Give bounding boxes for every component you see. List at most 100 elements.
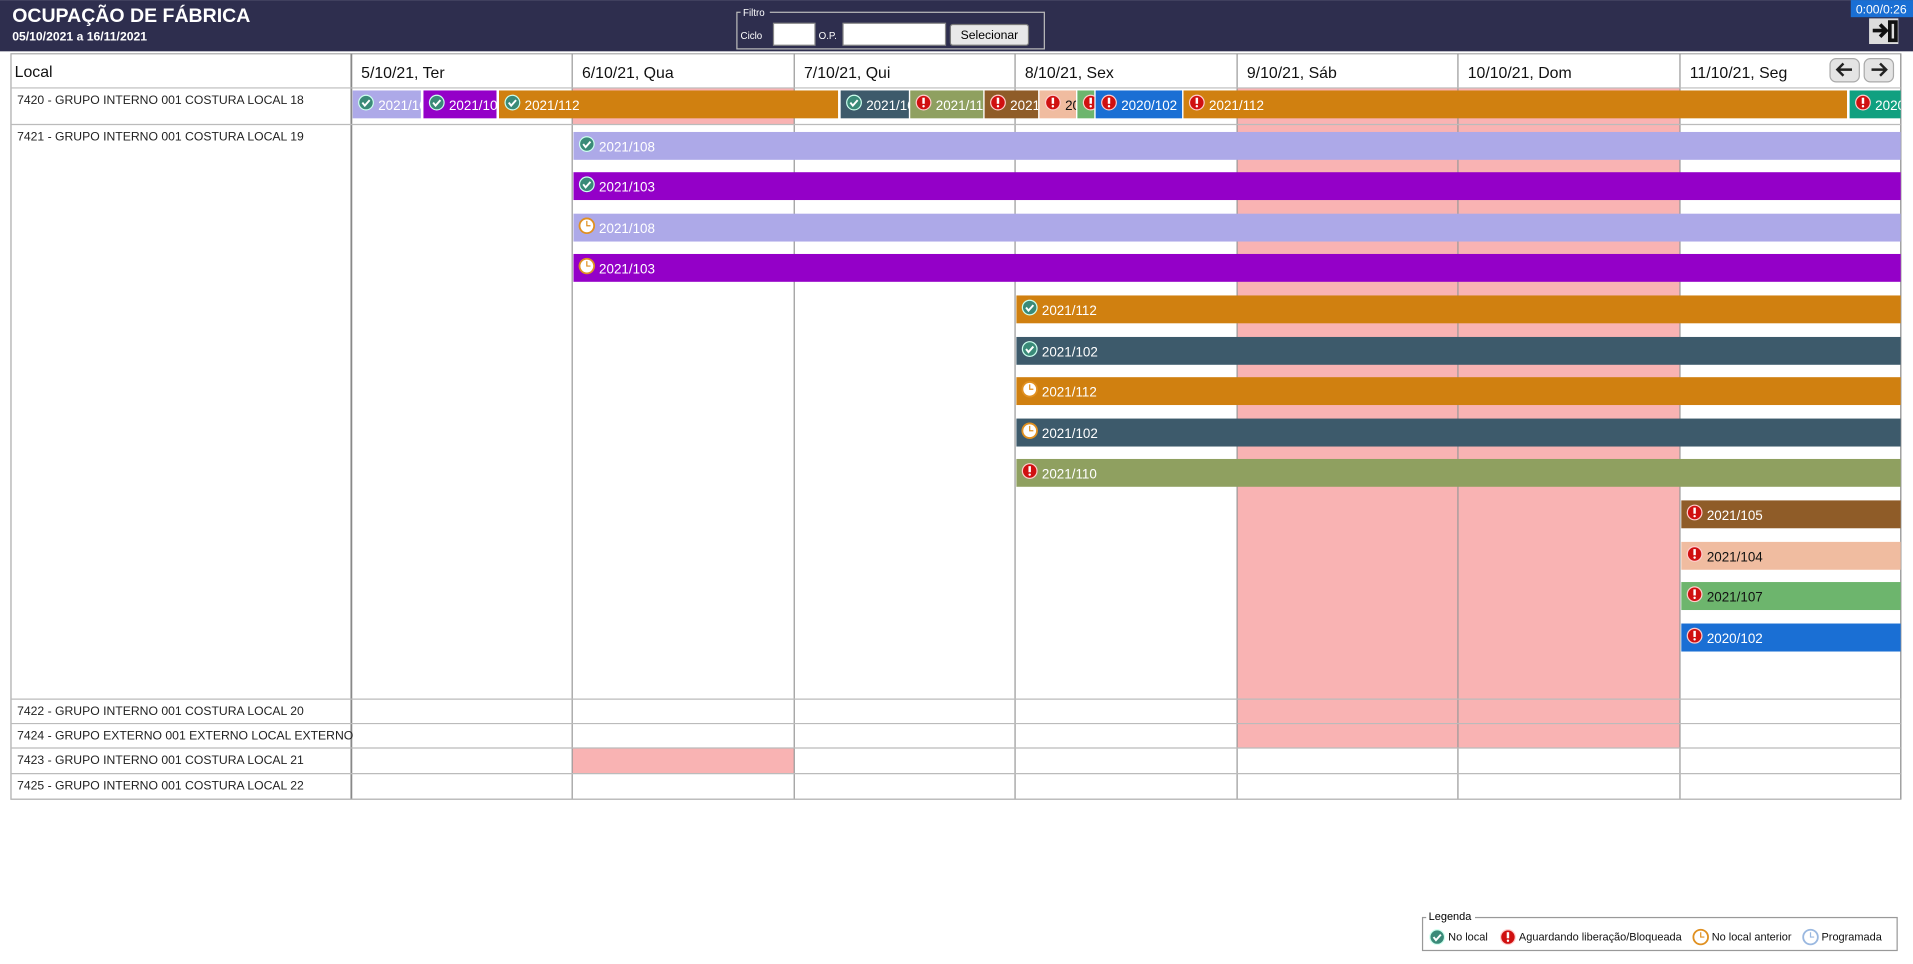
bar: 2021/108 <box>352 90 434 119</box>
bar: 2021/104 <box>1039 90 1077 119</box>
icon-alert-dot <box>922 105 925 108</box>
column-header: Local <box>15 64 53 81</box>
bar: 2020/102 <box>1095 90 1183 119</box>
blocked-shade <box>572 747 795 774</box>
icon-alert-bar <box>1861 97 1865 104</box>
icon-check <box>846 94 862 111</box>
bar-label: 2021/103 <box>599 180 655 195</box>
bar-rect <box>573 213 1901 242</box>
legend-title-bg <box>1426 910 1476 923</box>
bar: 2021/103 <box>573 253 1901 282</box>
bar: 2021/102 <box>1016 418 1901 447</box>
day-header: 6/10/21, Qua <box>582 65 674 82</box>
icon-alert-dot <box>996 105 1000 108</box>
cycle-input[interactable] <box>772 22 816 46</box>
row-label: 7422 - GRUPO INTERNO 001 COSTURA LOCAL 2… <box>17 704 304 718</box>
icon-check-mark <box>1025 345 1035 354</box>
bar-rect <box>1681 582 1901 611</box>
icon-alert-bar <box>1107 97 1111 104</box>
legend-label: Aguardando liberação/Bloqueada <box>1519 932 1683 944</box>
icon-check-mark <box>582 140 592 149</box>
timer-bg <box>1850 0 1913 18</box>
title: OCUPAÇÃO DE FÁBRICA <box>12 4 250 27</box>
bar-label: 2021/112 <box>525 98 580 113</box>
timer: 0:00/0:26 <box>1856 3 1907 17</box>
icon-check <box>1429 929 1446 945</box>
icon-alert-dot <box>1051 105 1055 108</box>
bar-rect <box>1016 458 1901 487</box>
bar: 2021/105 <box>1681 500 1901 529</box>
bar-label: 2020/102 <box>1121 98 1177 113</box>
bar-rect <box>1681 541 1901 570</box>
bar: 2021/112 <box>1016 377 1901 406</box>
select-button-label[interactable]: Selecionar <box>961 28 1019 42</box>
row-label: 7421 - GRUPO INTERNO 001 COSTURA LOCAL 1… <box>17 129 304 143</box>
icon-alert-bar <box>1693 507 1696 514</box>
bar: 2021/112 <box>498 90 839 119</box>
bar: 2021/107 <box>1681 582 1901 611</box>
icon-check <box>504 94 521 111</box>
icon-check-mark <box>1025 304 1035 313</box>
bar-rect <box>1016 295 1901 324</box>
legend-label: No local anterior <box>1712 932 1792 944</box>
icon-alert-dot <box>1506 939 1510 942</box>
icon-alert-dot <box>1693 638 1696 641</box>
bar-rect <box>1016 336 1901 365</box>
bar-rect <box>573 131 1901 160</box>
icon-alert-bar <box>1195 97 1199 104</box>
icon-alert-dot <box>1861 105 1865 108</box>
bar-rect <box>1183 90 1848 119</box>
op-input[interactable] <box>842 22 947 46</box>
icon-alert-bar <box>1693 589 1696 596</box>
icon-clock-hands <box>1809 932 1815 938</box>
bar: 2021/108 <box>573 131 1901 160</box>
icon-check-mark <box>361 99 371 108</box>
bar-rect <box>1681 623 1901 652</box>
op-label: O.P. <box>819 31 837 42</box>
row-label: 7424 - GRUPO EXTERNO 001 EXTERNO LOCAL E… <box>17 728 353 742</box>
icon-alert-dot <box>1693 514 1696 518</box>
icon-alert-bar <box>1693 549 1696 556</box>
icon-alert-dot <box>1195 105 1199 108</box>
bar-rect <box>498 90 839 119</box>
icon-alert-dot <box>1089 105 1092 108</box>
bar-label: 2021/110 <box>936 98 991 113</box>
icon-alert-bar <box>922 97 925 104</box>
bar-rect <box>573 172 1901 201</box>
icon-alert-dot <box>1693 596 1696 600</box>
icon-check-mark <box>507 99 517 108</box>
day-header: 11/10/21, Seg <box>1690 65 1788 82</box>
select-button[interactable] <box>949 23 1030 46</box>
row-label: 7423 - GRUPO INTERNO 001 COSTURA LOCAL 2… <box>17 753 304 767</box>
day-header: 8/10/21, Sex <box>1025 65 1114 82</box>
icon-clock-hands <box>1700 932 1705 938</box>
next-arrow <box>1871 62 1888 77</box>
icon-alert-bar <box>996 97 1000 104</box>
bar-label: 2021/103 <box>449 98 505 113</box>
day-header: 10/10/21, Dom <box>1468 65 1572 82</box>
icon-check <box>428 94 445 111</box>
icon-check-mark <box>432 99 442 108</box>
icon-check <box>578 176 595 193</box>
bar: 2021/102 <box>1016 336 1901 365</box>
bar-label: 2021/110 <box>1042 466 1097 481</box>
bar: 2021/107 <box>1077 90 1095 119</box>
bar: 2021/112 <box>1183 90 1848 119</box>
legend-label: Programada <box>1821 932 1882 944</box>
bar: 2021/105 <box>984 90 1038 119</box>
icon-alert-dot <box>1693 556 1696 559</box>
day-header: 5/10/21, Ter <box>361 65 445 82</box>
bar: 2021/110 <box>910 90 991 119</box>
bar-label: 2021/108 <box>378 98 434 113</box>
icon-alert-bar <box>1028 466 1031 473</box>
icon-clock-hands <box>1029 384 1034 390</box>
row-label: 7425 - GRUPO INTERNO 001 COSTURA LOCAL 2… <box>17 778 304 792</box>
bar: 2021/102 <box>840 90 909 119</box>
bar-rect <box>1016 418 1901 447</box>
bar-label: 2021/105 <box>1707 508 1763 523</box>
bar: 2020/102 <box>1681 623 1901 652</box>
bar: 2021/103 <box>423 90 505 119</box>
row-label: 7420 - GRUPO INTERNO 001 COSTURA LOCAL 1… <box>17 93 304 107</box>
day-header: 7/10/21, Qui <box>804 65 890 82</box>
